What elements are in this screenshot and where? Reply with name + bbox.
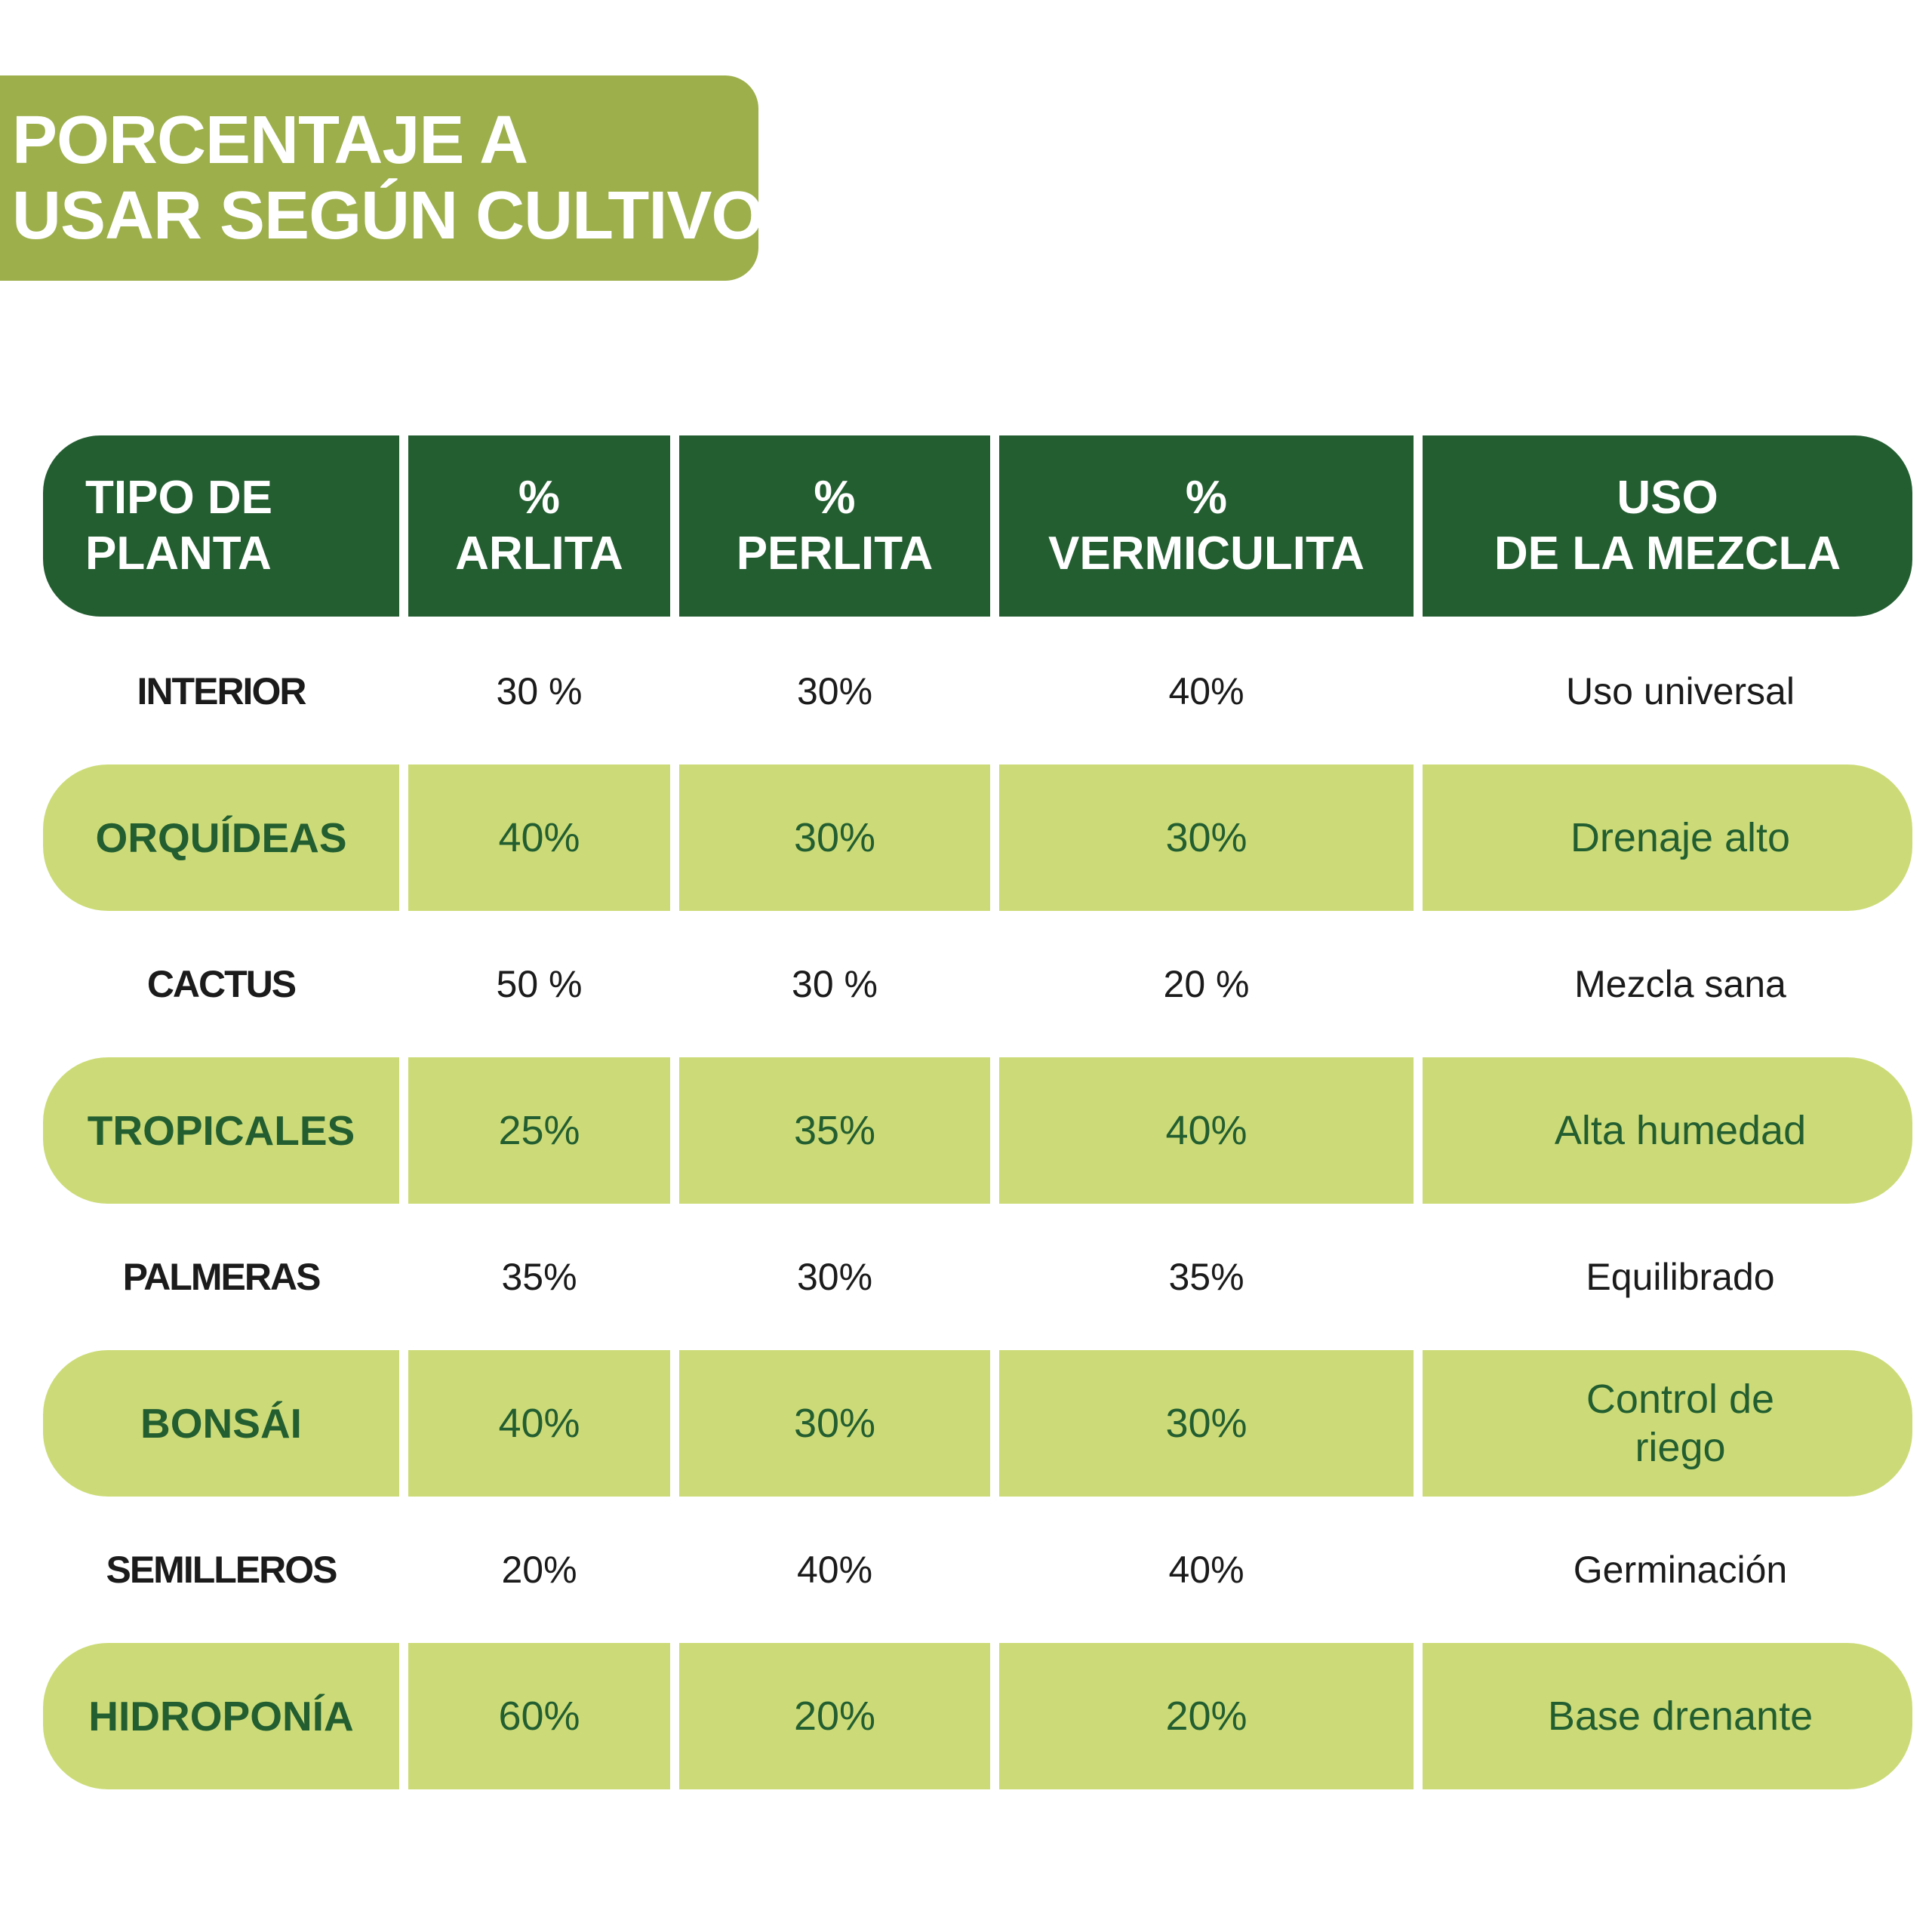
cell-planta: ORQUÍDEAS: [43, 764, 399, 911]
table-row: CACTUS 50 % 30 % 20 % Mezcla sana: [43, 911, 1903, 1057]
cell-perlita: 30%: [796, 670, 873, 712]
uso-line: Alta humedad: [1554, 1108, 1807, 1153]
uso-line: Control de: [1586, 1377, 1775, 1422]
table-header-row: TIPO DE PLANTA % ARLITA % PERLITA % VERM…: [43, 435, 1912, 617]
table-row: INTERIOR 30 % 30% 40% Uso universal: [43, 618, 1903, 764]
title-line-2: USAR SEGÚN CULTIVO: [12, 178, 764, 254]
cell-vermiculita: 40%: [1168, 1549, 1244, 1591]
cell-perlita: 35%: [679, 1057, 990, 1204]
header-line: %: [1185, 472, 1228, 524]
cell-arlita: 40%: [408, 1350, 670, 1497]
header-line: USO: [1617, 472, 1718, 524]
table-row: PALMERAS 35% 30% 35% Equilibrado: [43, 1204, 1903, 1350]
header-line: ARLITA: [455, 528, 623, 580]
header-line: VERMICULITA: [1048, 528, 1365, 580]
table-body: INTERIOR 30 % 30% 40% Uso universal ORQUÍDEAS…: [43, 618, 1912, 1789]
header-tipo-de-planta: TIPO DE PLANTA: [43, 435, 399, 617]
title-line-1: PORCENTAJE A: [12, 103, 528, 178]
uso-line: Equilibrado: [1586, 1256, 1775, 1298]
header-line: %: [814, 472, 856, 524]
cell-arlita: 35%: [501, 1256, 577, 1298]
cell-vermiculita: 35%: [1168, 1256, 1244, 1298]
header-line: PERLITA: [736, 528, 934, 580]
cell-vermiculita: 40%: [999, 1057, 1414, 1204]
header-line: PLANTA: [85, 528, 272, 580]
cell-vermiculita: 40%: [1168, 670, 1244, 712]
cell-uso: Germinación: [1423, 1497, 1912, 1643]
cell-perlita: 20%: [679, 1643, 990, 1789]
header-vermiculita: % VERMICULITA: [999, 435, 1414, 617]
cell-perlita: 30%: [679, 764, 990, 911]
header-arlita: % ARLITA: [408, 435, 670, 617]
cell-arlita: 40%: [408, 764, 670, 911]
cell-vermiculita: 20%: [999, 1643, 1414, 1789]
cell-uso: Alta humedad: [1423, 1057, 1912, 1204]
uso-line: Drenaje alto: [1570, 815, 1791, 860]
cell-uso: Drenaje alto: [1423, 764, 1912, 911]
cell-vermiculita: 30%: [999, 764, 1414, 911]
cell-planta: SEMILLEROS: [106, 1549, 337, 1591]
cell-uso: Mezcla sana: [1423, 911, 1912, 1057]
cell-planta: PALMERAS: [122, 1256, 321, 1298]
cell-arlita: 30 %: [496, 670, 583, 712]
cell-perlita: 30 %: [792, 963, 878, 1005]
cell-arlita: 25%: [408, 1057, 670, 1204]
cell-planta: CACTUS: [146, 963, 297, 1005]
cell-planta: BONSÁI: [43, 1350, 399, 1497]
header-line: DE LA MEZCLA: [1494, 528, 1841, 580]
cell-planta: INTERIOR: [137, 670, 307, 712]
cell-perlita: 30%: [679, 1350, 990, 1497]
uso-line: Uso universal: [1566, 670, 1795, 712]
uso-line: Base drenante: [1547, 1694, 1814, 1739]
uso-line: riego: [1635, 1425, 1726, 1470]
cell-arlita: 50 %: [496, 963, 583, 1005]
cell-uso: Base drenante: [1423, 1643, 1912, 1789]
header-uso-de-la-mezcla: USO DE LA MEZCLA: [1423, 435, 1912, 617]
cell-planta: TROPICALES: [43, 1057, 399, 1204]
cell-perlita: 40%: [796, 1549, 873, 1591]
uso-line: Mezcla sana: [1574, 963, 1786, 1005]
cell-arlita: 20%: [501, 1549, 577, 1591]
mix-table: TIPO DE PLANTA % ARLITA % PERLITA % VERM…: [43, 435, 1912, 1789]
uso-line: Germinación: [1573, 1549, 1788, 1591]
table-row: BONSÁI 40% 30% 30% Control de riego: [43, 1350, 1912, 1497]
table-row: TROPICALES 25% 35% 40% Alta humedad: [43, 1057, 1912, 1204]
cell-uso: Control de riego: [1423, 1350, 1912, 1497]
cell-uso: Uso universal: [1423, 618, 1912, 764]
table-row: ORQUÍDEAS 40% 30% 30% Drenaje alto: [43, 764, 1912, 911]
cell-vermiculita: 30%: [999, 1350, 1414, 1497]
cell-vermiculita: 20 %: [1163, 963, 1250, 1005]
table-row: SEMILLEROS 20% 40% 40% Germinación: [43, 1497, 1903, 1643]
header-perlita: % PERLITA: [679, 435, 990, 617]
cell-perlita: 30%: [796, 1256, 873, 1298]
header-line: %: [518, 472, 561, 524]
title-banner: PORCENTAJE A USAR SEGÚN CULTIVO: [0, 75, 764, 281]
cell-uso: Equilibrado: [1423, 1204, 1912, 1350]
cell-planta: HIDROPONÍA: [43, 1643, 399, 1789]
table-row: HIDROPONÍA 60% 20% 20% Base drenante: [43, 1643, 1912, 1789]
cell-arlita: 60%: [408, 1643, 670, 1789]
header-line: TIPO DE: [85, 472, 273, 524]
